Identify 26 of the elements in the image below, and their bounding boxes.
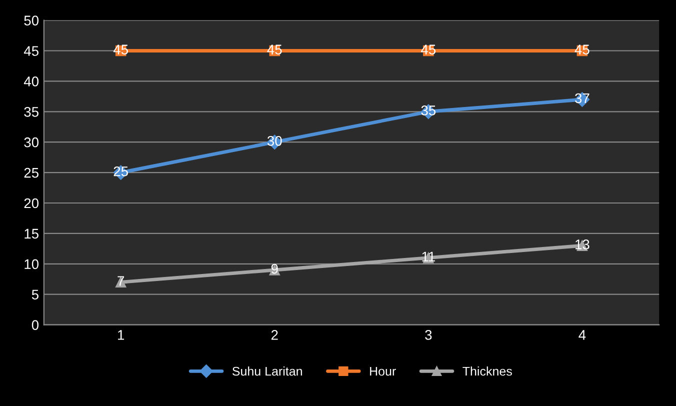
data-label: 35 xyxy=(421,106,436,116)
y-tick-label: 35 xyxy=(24,106,38,117)
y-tick-label: 45 xyxy=(24,46,38,56)
x-tick-label: 3 xyxy=(425,330,432,340)
y-tick-label: 30 xyxy=(24,137,39,148)
data-label: 45 xyxy=(421,44,436,54)
legend-label: Hour xyxy=(370,366,396,376)
legend-label: Thicknes xyxy=(462,366,512,376)
data-label: 7 xyxy=(118,276,124,286)
data-label: 9 xyxy=(271,264,278,274)
legend-label: Suhu Laritan xyxy=(232,366,302,376)
y-tick-label: 10 xyxy=(24,259,39,270)
y-tick-label: 15 xyxy=(24,228,38,239)
data-label: 25 xyxy=(114,166,128,176)
data-label: 37 xyxy=(575,93,590,104)
y-tick-label: 50 xyxy=(24,16,39,26)
x-tick-label: 2 xyxy=(271,330,278,340)
y-tick-label: 40 xyxy=(24,76,39,86)
y-tick-label: 20 xyxy=(24,198,39,208)
y-tick-label: 0 xyxy=(32,320,39,330)
y-tick-label: 25 xyxy=(24,168,38,178)
x-tick-label: 1 xyxy=(118,330,124,340)
data-label: 30 xyxy=(267,136,282,146)
x-tick-label: 4 xyxy=(578,330,586,340)
y-tick-label: 5 xyxy=(32,290,38,300)
data-label: 45 xyxy=(267,44,282,54)
